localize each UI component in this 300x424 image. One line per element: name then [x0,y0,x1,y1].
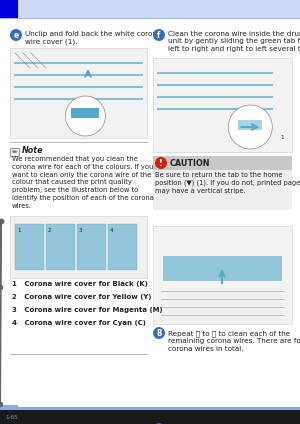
Text: Unclip and fold back the white corona
wire cover (1).: Unclip and fold back the white corona wi… [25,31,161,45]
Text: f: f [157,31,161,39]
Bar [153,58,292,152]
Text: ✏: ✏ [12,150,18,156]
Bar [46,224,75,270]
Bar [71,108,99,118]
Text: 1: 1 [280,135,284,140]
Circle shape [228,105,272,149]
Text: 4   Corona wire cover for Cyan (C): 4 Corona wire cover for Cyan (C) [12,320,146,326]
Circle shape [153,327,165,339]
Bar [108,224,137,270]
Circle shape [65,96,105,136]
Bar [0,407,300,410]
Text: Clean the corona wire inside the drum
unit by gently sliding the green tab from
: Clean the corona wire inside the drum un… [168,31,300,52]
Bar [10,216,147,278]
Text: 8: 8 [156,329,162,338]
Text: 3: 3 [79,228,83,233]
Bar [153,226,292,324]
Bar [163,256,282,281]
Circle shape [153,29,165,41]
Circle shape [153,423,165,424]
Bar [153,170,292,210]
Text: 3   Corona wire cover for Magenta (M): 3 Corona wire cover for Magenta (M) [12,307,163,313]
Bar [15,224,44,270]
Text: 2   Corona wire cover for Yellow (Y): 2 Corona wire cover for Yellow (Y) [12,294,152,300]
Text: 4: 4 [110,228,113,233]
Circle shape [155,157,167,169]
Bar [10,48,147,138]
Bar [0,405,18,407]
Bar [77,224,106,270]
Bar [0,410,300,424]
Text: !: ! [159,159,163,167]
Text: Repeat ⓔ to ⓖ to clean each of the
remaining corona wires. There are four
corona: Repeat ⓔ to ⓖ to clean each of the remai… [168,330,300,351]
Text: 1   Corona wire cover for Black (K): 1 Corona wire cover for Black (K) [12,281,148,287]
Bar [238,120,262,130]
Text: 2: 2 [48,228,52,233]
Bar [0,0,300,18]
Text: 1-65: 1-65 [5,415,17,420]
Text: We recommended that you clean the
corona wire for each of the colours. If you
wa: We recommended that you clean the corona… [12,156,154,209]
Text: Be sure to return the tab to the home
position (▼) (1). If you do not, printed p: Be sure to return the tab to the home po… [155,172,300,194]
Text: CAUTION: CAUTION [170,159,211,168]
FancyBboxPatch shape [11,148,20,156]
Bar [0,0,18,18]
Text: 1: 1 [17,228,20,233]
Text: e: e [14,31,19,39]
Text: Note: Note [22,146,44,155]
Circle shape [10,29,22,41]
Bar [153,156,292,170]
